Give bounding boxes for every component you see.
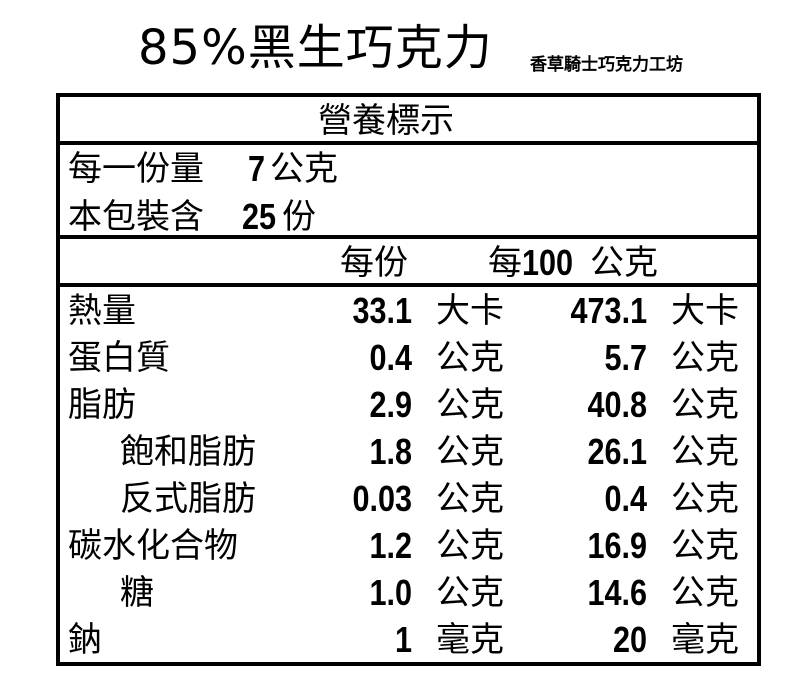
per-serving-value: 0.03: [352, 478, 412, 519]
col-per-100-unit: 公克: [590, 243, 658, 283]
brand-name: 香草騎士巧克力工坊: [530, 55, 683, 75]
per-100g-unit: 公克: [671, 338, 739, 378]
per-serving-unit: 大卡: [436, 291, 504, 331]
per-100g-value: 14.6: [587, 572, 647, 613]
nutrition-label: 營養標示 每一份量 7 公克 本包裝含 25 份 每份 每 100 公克 熱量 3…: [56, 93, 761, 666]
per-100g-unit: 公克: [671, 573, 739, 613]
col-per-serving: 每份: [340, 243, 408, 283]
nutrient-name: 脂肪: [68, 385, 136, 425]
per-serving-unit: 公克: [436, 526, 504, 566]
per-serving-unit: 毫克: [436, 620, 504, 660]
per-serving-value: 1: [394, 619, 412, 660]
servings-unit: 份: [282, 197, 316, 237]
nutrient-name: 反式脂肪: [120, 479, 256, 519]
divider: [60, 283, 757, 287]
divider: [60, 141, 757, 145]
per-100g-unit: 大卡: [671, 291, 739, 331]
nutrient-name: 飽和脂肪: [120, 432, 256, 472]
divider: [60, 235, 757, 239]
per-100g-unit: 公克: [671, 526, 739, 566]
per-100g-value: 40.8: [587, 384, 647, 425]
per-serving-unit: 公克: [436, 573, 504, 613]
col-per-100-prefix: 每: [488, 243, 522, 283]
servings-value: 25: [242, 196, 277, 237]
per-100g-unit: 公克: [671, 479, 739, 519]
product-title: 85%黑生巧克力: [138, 20, 493, 76]
per-100g-value: 0.4: [604, 478, 647, 519]
per-serving-unit: 公克: [436, 432, 504, 472]
serving-size-value: 7: [248, 148, 266, 189]
per-100g-unit: 毫克: [671, 620, 739, 660]
per-100g-value: 16.9: [587, 525, 647, 566]
nutrient-name: 碳水化合物: [68, 526, 238, 566]
per-serving-unit: 公克: [436, 338, 504, 378]
servings-label: 本包裝含: [68, 197, 204, 237]
per-serving-value: 0.4: [369, 337, 412, 378]
per-serving-value: 1.2: [369, 525, 412, 566]
per-100g-value: 26.1: [587, 431, 647, 472]
per-100g-value: 20: [612, 619, 647, 660]
per-serving-unit: 公克: [436, 385, 504, 425]
nutrient-name: 熱量: [68, 291, 136, 331]
serving-size-unit: 公克: [270, 149, 338, 189]
per-100g-unit: 公克: [671, 432, 739, 472]
serving-size-label: 每一份量: [68, 149, 204, 189]
col-per-100-num: 100: [522, 242, 574, 283]
nutrient-name: 蛋白質: [68, 338, 170, 378]
per-serving-value: 1.8: [369, 431, 412, 472]
nutrient-name: 糖: [120, 573, 154, 613]
per-serving-value: 2.9: [369, 384, 412, 425]
nutrient-name: 鈉: [68, 620, 102, 660]
per-100g-unit: 公克: [671, 385, 739, 425]
per-serving-value: 33.1: [352, 290, 412, 331]
per-100g-value: 5.7: [604, 337, 647, 378]
per-100g-value: 473.1: [570, 290, 647, 331]
per-serving-value: 1.0: [369, 572, 412, 613]
label-heading: 營養標示: [318, 101, 454, 141]
per-serving-unit: 公克: [436, 479, 504, 519]
